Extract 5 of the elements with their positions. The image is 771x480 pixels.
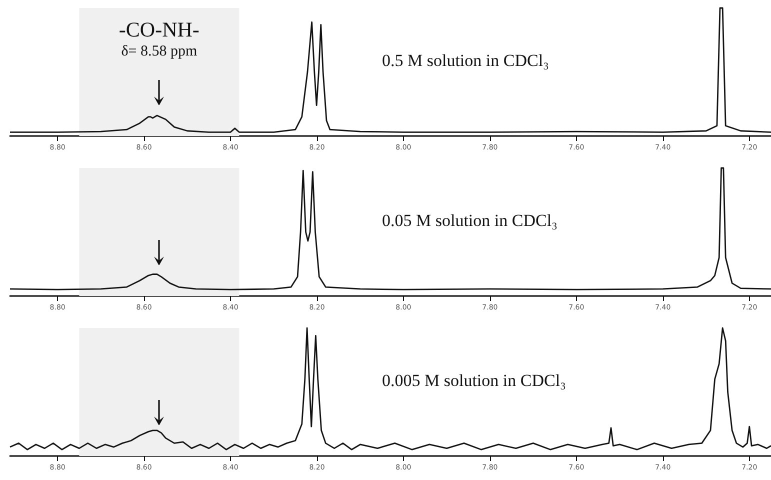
text: 0.005 M solution in CDCl₃ <box>382 371 566 390</box>
text: 0.5 M solution in CDCl₃ <box>382 51 550 70</box>
annotation: -CO-NH- <box>118 18 200 42</box>
text: 0.05 M solution in CDCl₃ <box>382 211 558 230</box>
annotation: δ= 8.58 ppm <box>121 44 198 60</box>
